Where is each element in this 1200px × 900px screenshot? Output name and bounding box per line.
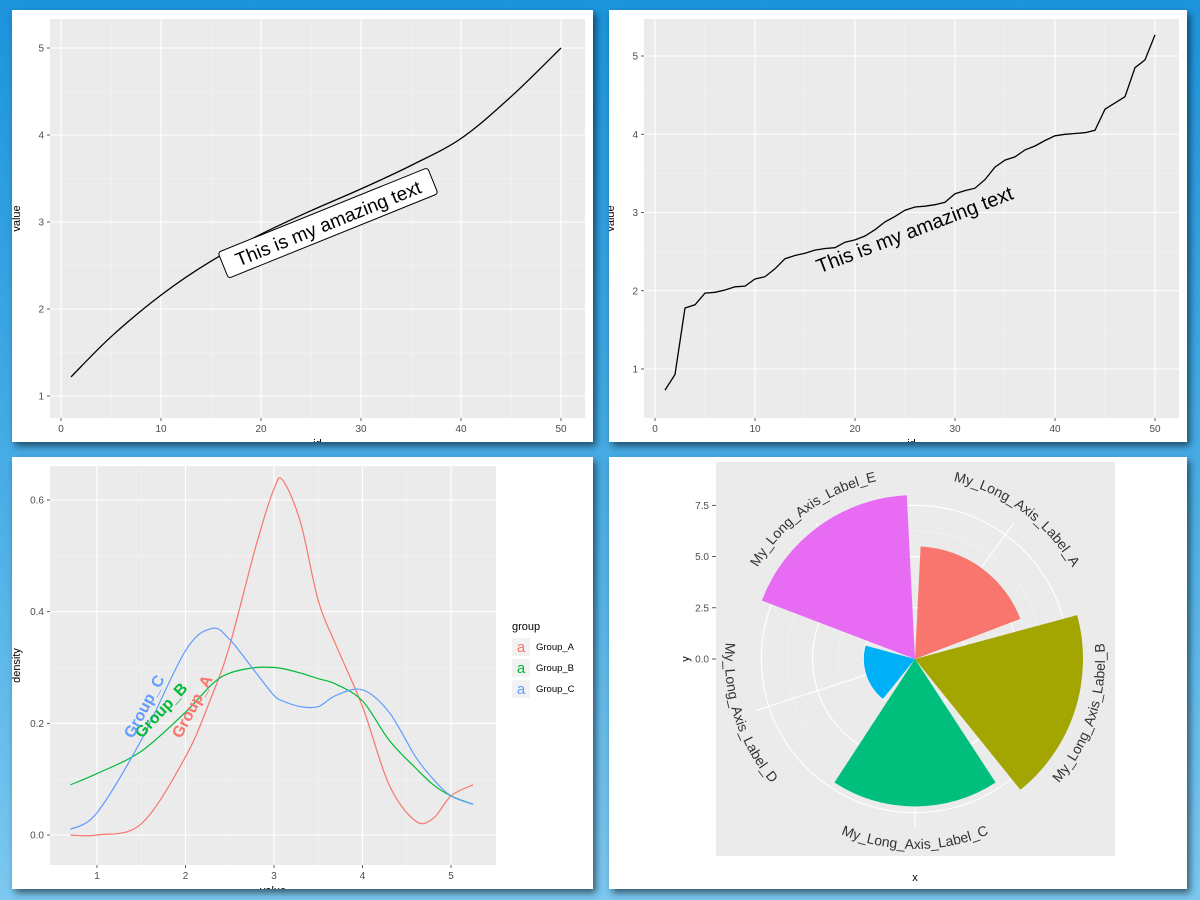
x-tick-label: 5 [448,871,454,882]
y-tick-label: 0.0 [695,655,709,666]
x-tick-label: 2 [183,871,189,882]
y-tick-label: 5 [632,52,638,63]
x-tick-label: 1 [94,871,100,882]
y-tick-label: 5 [38,44,44,55]
x-tick-label: 0 [58,424,64,435]
y-tick-label: 0.4 [30,607,44,618]
plot-panel [644,19,1179,418]
data-line [664,34,1156,391]
x-axis-title: id [313,438,322,442]
legend-label-group_b: Group_B [536,663,574,674]
x-tick-label: 30 [949,424,961,435]
x-tick-label: 0 [652,424,658,435]
bar-my-long-axis-label-d [863,645,915,699]
y-tick-label: 7.5 [695,501,709,512]
x-tick-label: 10 [155,424,167,435]
x-axis-title: value [260,885,286,889]
x-tick-label: 30 [355,424,367,435]
y-tick-label: 3 [632,208,638,219]
legend-key-group_a [512,638,530,656]
polar-bar-chart: My_Long_Axis_Label_AMy_Long_Axis_Label_B… [680,462,1115,884]
y-tick-label: 0.2 [30,719,44,730]
y-tick-label: 1 [632,365,638,376]
bar-my-long-axis-label-e [761,495,915,659]
label-box-line-chart: 0102030405012345idvalueThis is my amazin… [12,19,585,442]
x-tick-label: 40 [1049,424,1061,435]
density-line-group_b [70,666,474,805]
y-axis-title: y [680,656,692,662]
legend-label-group_c: Group_C [536,684,575,695]
y-tick-label: 3 [38,218,44,229]
chart-panel-bottom-right: My_Long_Axis_Label_A My_Long_Axis_Label_B… [609,457,1187,889]
x-tick-label: 3 [271,871,277,882]
x-tick-label: 20 [849,424,861,435]
density-line-group_a [70,477,474,837]
x-tick-label: 4 [360,871,366,882]
x-tick-label: 50 [1149,424,1161,435]
y-axis-title: value [12,205,23,231]
y-tick-label: 2 [38,305,44,316]
chart-panel-top-left: 0102030405012345idvalueThis is my amazin… [12,10,593,442]
y-tick-label: 0.0 [30,831,44,842]
y-tick-label: 2.5 [695,603,709,614]
bar-my-long-axis-label-b [915,615,1084,790]
x-tick-label: 50 [555,424,567,435]
y-axis-title: density [12,648,23,683]
legend-key-glyph: a [517,681,526,698]
x-axis-title: id [907,438,916,442]
x-tick-label: 20 [255,424,267,435]
density-chart: 1 2 3 4 5 0.0 0.2 0.4 0.6 value density Group_A Grou… [12,466,575,889]
y-tick-label: 1 [38,392,44,403]
y-tick-label: 5.0 [695,552,709,563]
legend-title: group [512,621,540,633]
y-tick-label: 4 [38,131,44,142]
x-tick-label: 40 [455,424,467,435]
density-line-group_c [70,627,474,830]
bar-my-long-axis-label-a [915,546,1021,659]
legend-key-glyph: a [517,639,526,656]
legend-key-group_b [512,659,530,677]
chart-panel-top-right: 0102030405012345idvalueThis is my amazin… [609,10,1187,442]
plot-panel [50,466,496,865]
y-tick-label: 0.6 [30,496,44,507]
plain-label-line-chart: 0102030405012345idvalueThis is my amazin… [609,19,1179,442]
data-line [70,47,562,378]
x-axis-title: x [912,872,918,884]
chart-panel-bottom-left: 1 2 3 4 5 0.0 0.2 0.4 0.6 value density Group_A Grou… [12,457,593,889]
x-tick-label: 10 [749,424,761,435]
legend-key-group_c [512,680,530,698]
legend-key-glyph: a [517,660,526,677]
bar-my-long-axis-label-c [834,659,996,807]
y-tick-label: 2 [632,286,638,297]
y-axis-title: value [609,205,617,231]
label-box [218,168,438,278]
legend-label-group_a: Group_A [536,642,575,653]
y-tick-label: 4 [632,130,638,141]
